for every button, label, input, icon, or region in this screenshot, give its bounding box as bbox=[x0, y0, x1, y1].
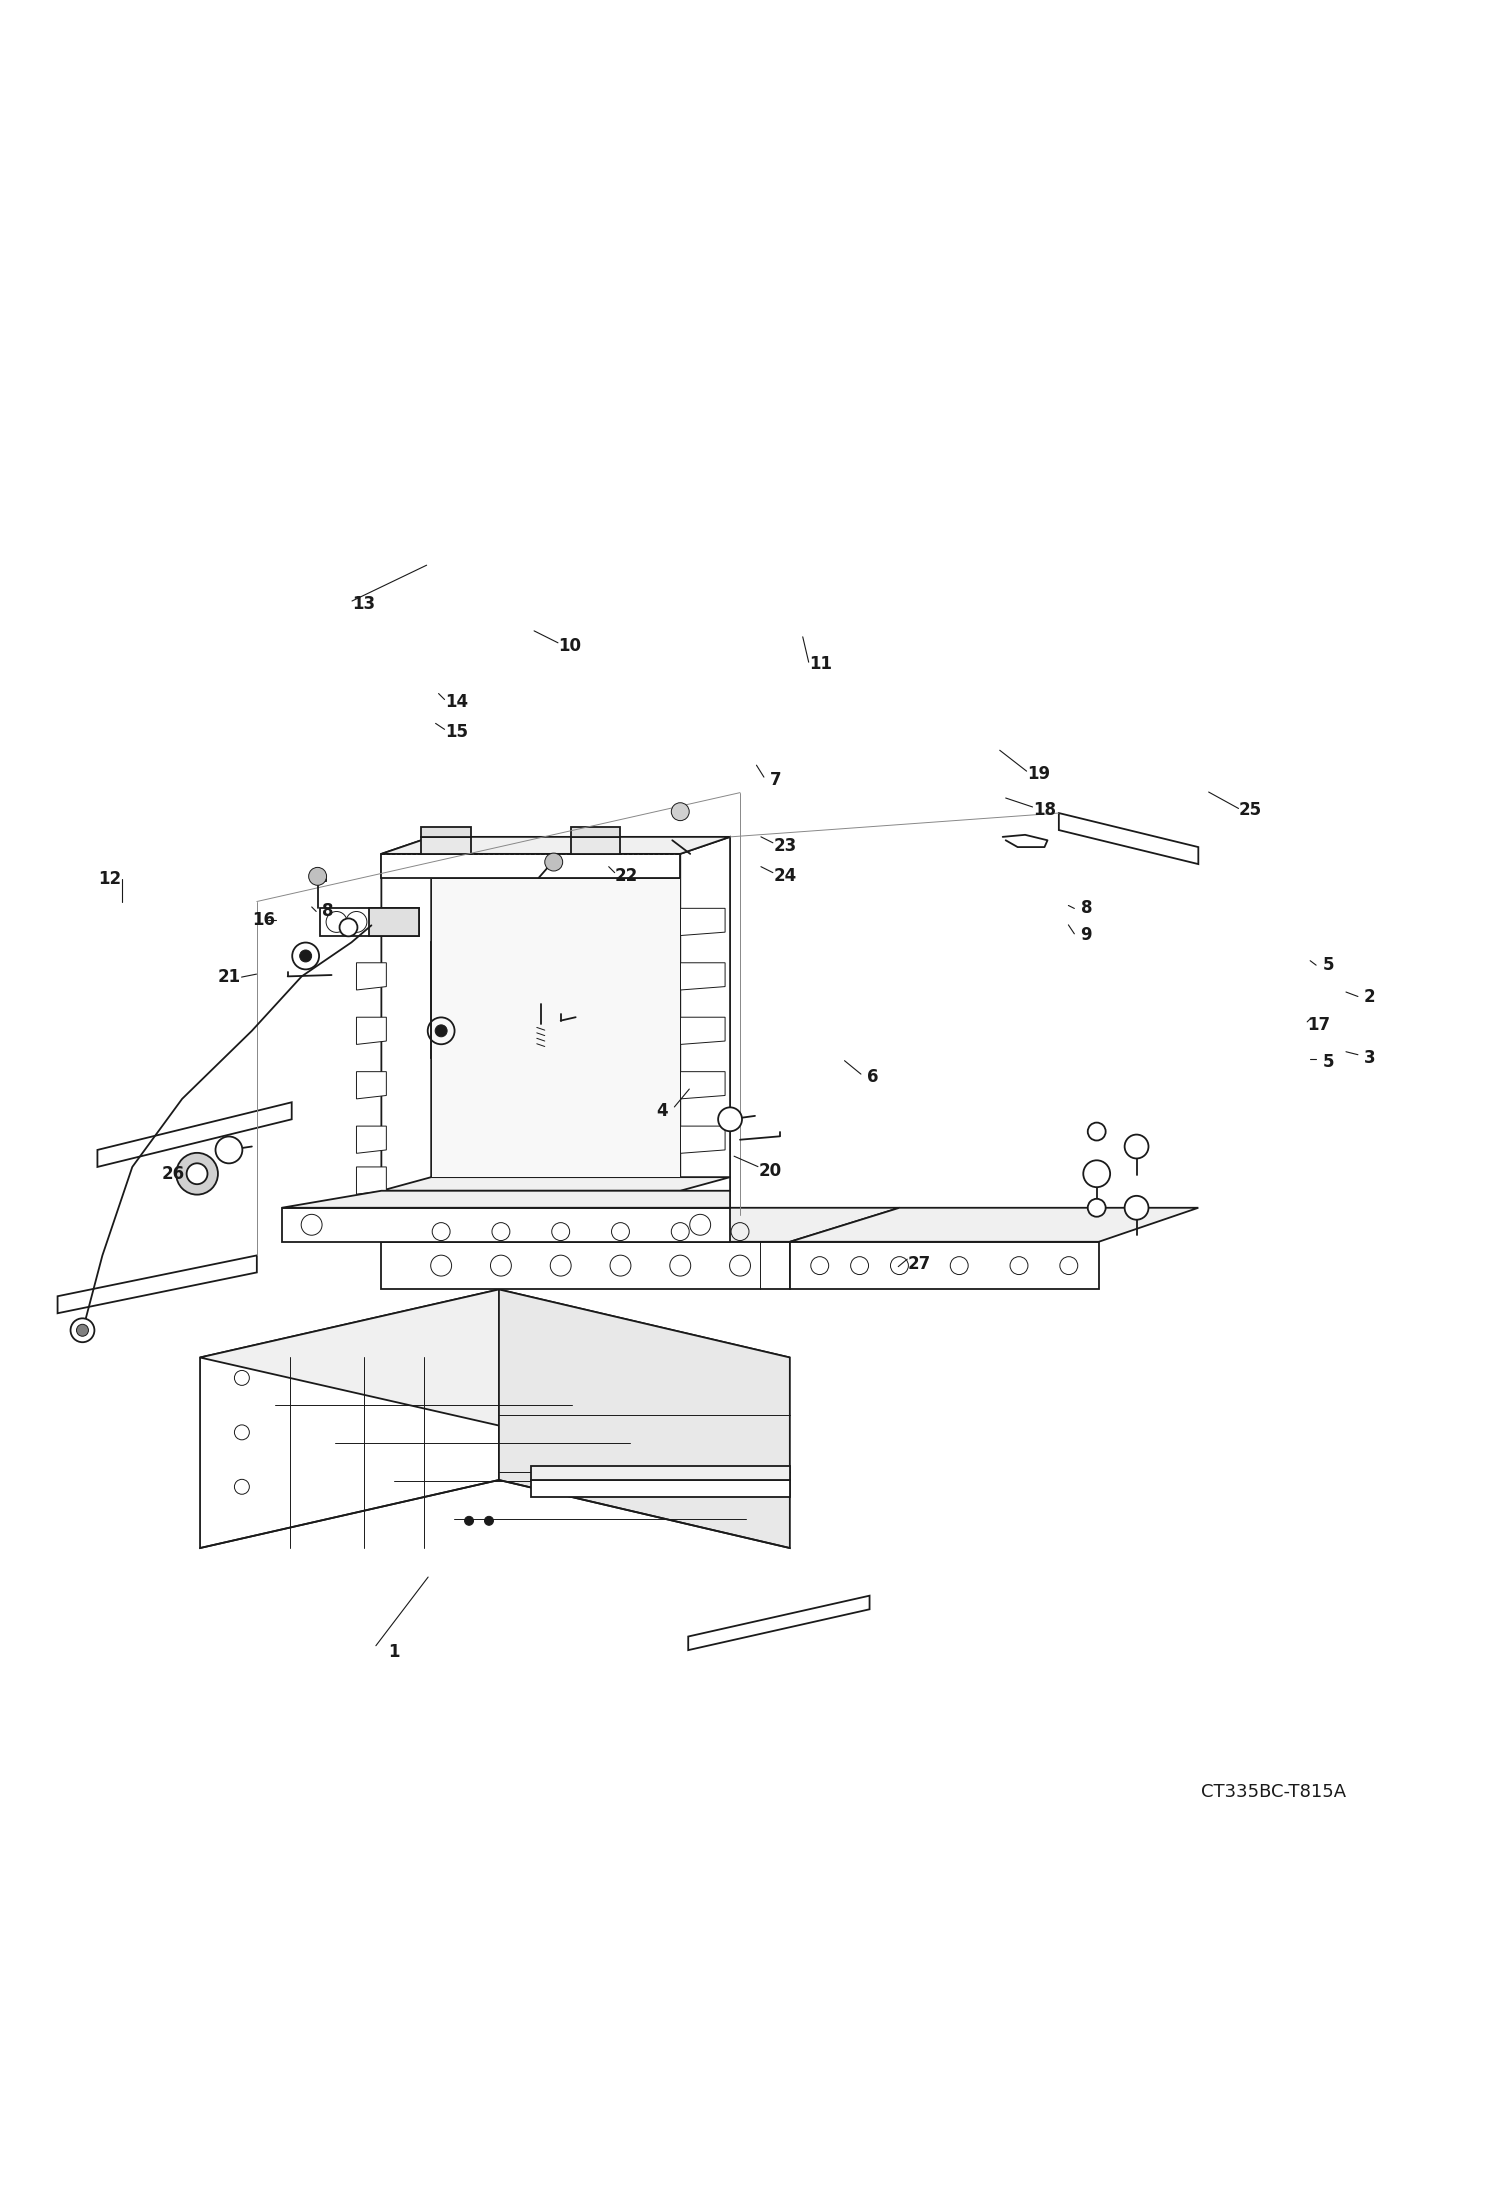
Circle shape bbox=[1125, 1134, 1149, 1158]
Polygon shape bbox=[688, 1597, 869, 1649]
Text: 1: 1 bbox=[388, 1643, 400, 1660]
Polygon shape bbox=[382, 853, 680, 877]
Text: 25: 25 bbox=[1239, 800, 1261, 818]
Text: 10: 10 bbox=[559, 636, 581, 656]
Ellipse shape bbox=[436, 1211, 526, 1232]
Circle shape bbox=[545, 853, 563, 871]
Circle shape bbox=[300, 950, 312, 963]
Circle shape bbox=[1088, 1123, 1106, 1140]
Text: 21: 21 bbox=[219, 967, 241, 987]
Polygon shape bbox=[201, 1289, 789, 1425]
Text: 5: 5 bbox=[1323, 956, 1333, 974]
Polygon shape bbox=[282, 1191, 730, 1208]
Text: 15: 15 bbox=[445, 724, 467, 741]
Polygon shape bbox=[357, 1018, 386, 1044]
Polygon shape bbox=[382, 1191, 680, 1208]
Circle shape bbox=[216, 1136, 243, 1162]
Polygon shape bbox=[357, 963, 386, 989]
Text: 6: 6 bbox=[867, 1068, 879, 1086]
Circle shape bbox=[718, 1107, 742, 1132]
Polygon shape bbox=[421, 827, 470, 838]
Polygon shape bbox=[499, 1289, 789, 1548]
Text: 13: 13 bbox=[352, 594, 376, 614]
Text: 12: 12 bbox=[99, 871, 121, 888]
Text: 9: 9 bbox=[1080, 925, 1092, 945]
Circle shape bbox=[464, 1515, 473, 1526]
Polygon shape bbox=[530, 1467, 789, 1480]
Text: 4: 4 bbox=[656, 1103, 668, 1121]
Polygon shape bbox=[357, 1167, 386, 1195]
Polygon shape bbox=[680, 1125, 725, 1154]
Text: CT335BC-T815A: CT335BC-T815A bbox=[1201, 1783, 1347, 1800]
Polygon shape bbox=[382, 1208, 899, 1241]
Polygon shape bbox=[680, 963, 725, 989]
Polygon shape bbox=[370, 908, 419, 936]
Circle shape bbox=[187, 1162, 208, 1184]
Circle shape bbox=[1088, 1200, 1106, 1217]
Text: 22: 22 bbox=[616, 866, 638, 884]
Text: 26: 26 bbox=[162, 1164, 184, 1182]
Circle shape bbox=[340, 919, 358, 936]
Polygon shape bbox=[680, 1072, 725, 1099]
Polygon shape bbox=[431, 877, 680, 1178]
Polygon shape bbox=[357, 1125, 386, 1154]
Polygon shape bbox=[789, 1208, 1198, 1241]
Polygon shape bbox=[357, 908, 386, 936]
Polygon shape bbox=[357, 1072, 386, 1099]
Circle shape bbox=[1125, 1195, 1149, 1219]
Text: 8: 8 bbox=[322, 904, 334, 921]
Text: 19: 19 bbox=[1028, 765, 1050, 783]
Text: 18: 18 bbox=[1034, 800, 1056, 818]
Text: 5: 5 bbox=[1323, 1053, 1333, 1070]
Circle shape bbox=[177, 1154, 217, 1195]
Polygon shape bbox=[282, 1208, 730, 1241]
Polygon shape bbox=[571, 827, 620, 838]
Polygon shape bbox=[680, 908, 725, 936]
Polygon shape bbox=[680, 838, 730, 1208]
Text: 23: 23 bbox=[773, 838, 797, 855]
Text: 7: 7 bbox=[770, 772, 782, 789]
Polygon shape bbox=[382, 1241, 789, 1289]
Polygon shape bbox=[1059, 814, 1198, 864]
Circle shape bbox=[484, 1515, 493, 1526]
Polygon shape bbox=[97, 1103, 292, 1167]
Circle shape bbox=[70, 1318, 94, 1342]
Polygon shape bbox=[57, 1254, 256, 1314]
Circle shape bbox=[309, 868, 327, 886]
Polygon shape bbox=[571, 838, 620, 853]
Polygon shape bbox=[319, 908, 419, 936]
Text: 17: 17 bbox=[1308, 1015, 1330, 1033]
Text: 24: 24 bbox=[773, 866, 797, 884]
Circle shape bbox=[76, 1325, 88, 1336]
Text: 16: 16 bbox=[253, 912, 276, 930]
Polygon shape bbox=[382, 838, 730, 853]
Polygon shape bbox=[680, 1018, 725, 1044]
Polygon shape bbox=[382, 1178, 730, 1191]
Circle shape bbox=[1083, 1160, 1110, 1186]
Polygon shape bbox=[382, 838, 431, 1208]
Text: 27: 27 bbox=[908, 1254, 930, 1272]
Text: 14: 14 bbox=[445, 693, 467, 711]
Text: 20: 20 bbox=[758, 1162, 782, 1180]
Polygon shape bbox=[530, 1480, 789, 1498]
Circle shape bbox=[671, 803, 689, 820]
Text: 3: 3 bbox=[1365, 1048, 1375, 1066]
Circle shape bbox=[436, 1024, 446, 1037]
Text: 2: 2 bbox=[1365, 987, 1375, 1007]
Polygon shape bbox=[421, 838, 470, 853]
Text: 11: 11 bbox=[809, 656, 831, 673]
Polygon shape bbox=[201, 1289, 499, 1548]
Text: 8: 8 bbox=[1080, 899, 1092, 917]
Polygon shape bbox=[310, 877, 325, 882]
Polygon shape bbox=[789, 1241, 1098, 1289]
